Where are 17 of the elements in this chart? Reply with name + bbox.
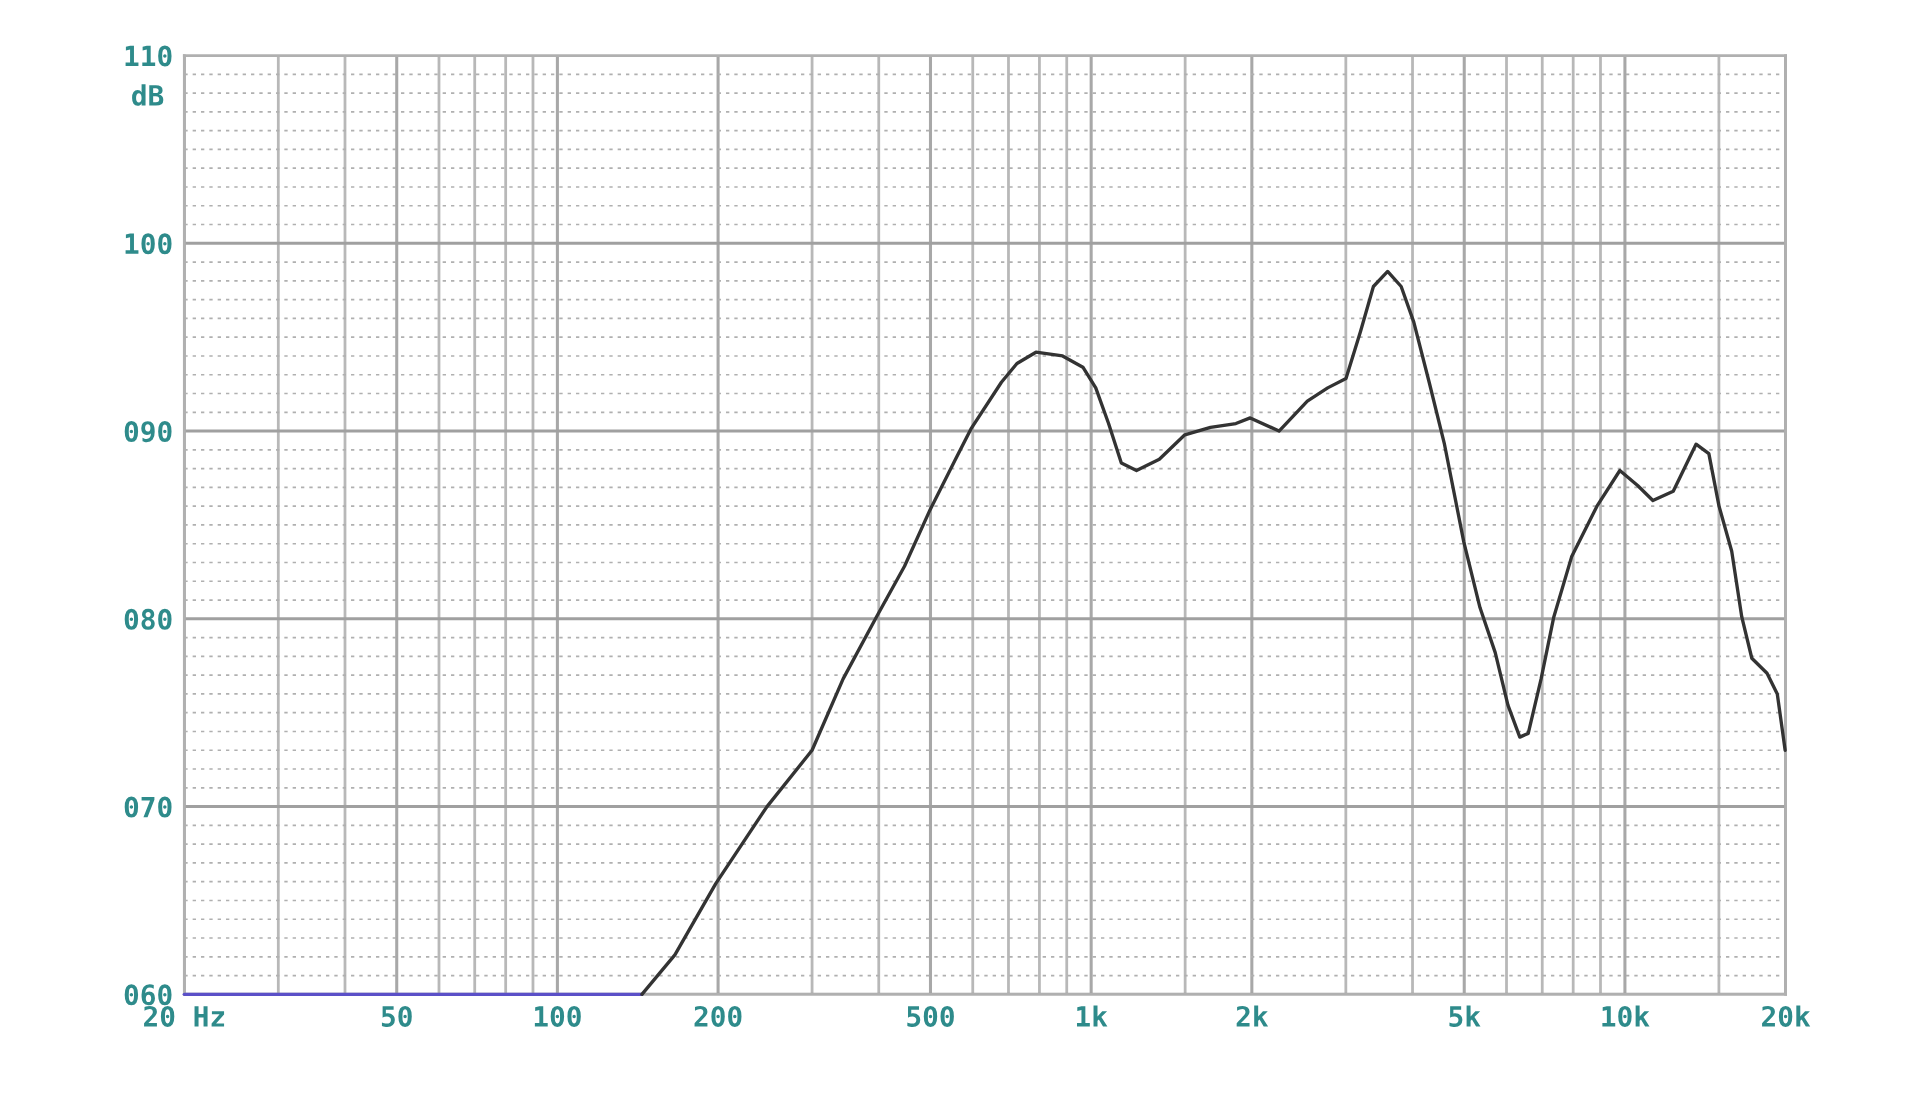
x-tick-label: 200 xyxy=(694,1005,742,1027)
x-tick-label: 500 xyxy=(907,1005,954,1027)
x-tick-label: 2k xyxy=(1236,1005,1269,1027)
y-axis-title: dB xyxy=(132,84,164,106)
x-tick-label: 20k xyxy=(1762,1005,1811,1027)
x-tick-label: 5k xyxy=(1449,1005,1481,1027)
x-tick-label: 50 xyxy=(381,1005,412,1027)
x-tick-label: 100 xyxy=(534,1005,581,1027)
y-tick-label: 080 xyxy=(124,608,172,630)
x-tick-label: 10k xyxy=(1602,1005,1650,1027)
x-tick-label: 20 Hz xyxy=(144,1005,225,1027)
y-tick-label: 060 xyxy=(124,984,172,1006)
y-tick-label: 110 xyxy=(125,45,172,67)
y-tick-label: 100 xyxy=(125,233,172,255)
y-tick-label: 090 xyxy=(124,421,172,443)
y-tick-label: 070 xyxy=(124,796,172,818)
x-tick-label: 1k xyxy=(1076,1005,1108,1027)
